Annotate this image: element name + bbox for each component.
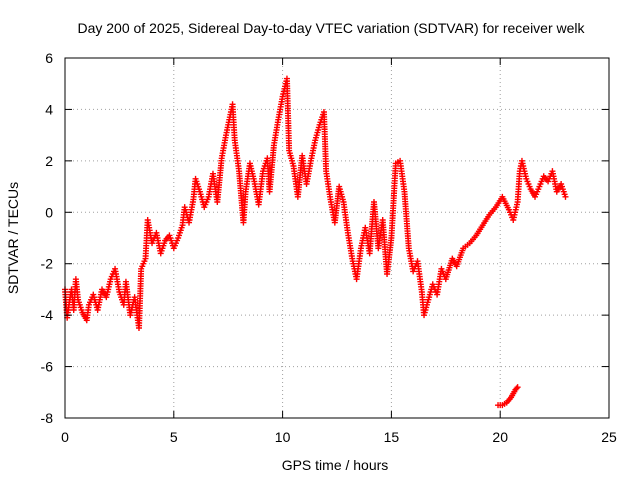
chart-title: Day 200 of 2025, Sidereal Day-to-day VTE… bbox=[77, 20, 585, 36]
x-axis-label: GPS time / hours bbox=[282, 457, 389, 473]
y-tick-label: 6 bbox=[45, 50, 53, 66]
axis-ticks: 0 5 10 15 20 25 -8 -6 -4 -2 0 2 4 6 bbox=[41, 50, 617, 445]
plot-frame bbox=[64, 57, 610, 419]
y-tick-label: -8 bbox=[41, 410, 54, 426]
y-tick-label: -4 bbox=[41, 307, 54, 323]
x-tick-label: 10 bbox=[275, 429, 291, 445]
y-tick-label: -2 bbox=[41, 256, 54, 272]
x-tick-label: 25 bbox=[601, 429, 617, 445]
y-tick-label: 0 bbox=[45, 204, 53, 220]
x-tick-label: 15 bbox=[384, 429, 400, 445]
data-points bbox=[62, 75, 569, 409]
y-tick-label: -6 bbox=[41, 359, 54, 375]
x-tick-label: 20 bbox=[492, 429, 508, 445]
y-axis-label: SDTVAR / TECUs bbox=[5, 182, 21, 294]
data-point bbox=[514, 384, 521, 391]
y-tick-label: 4 bbox=[45, 101, 53, 117]
y-tick-label: 2 bbox=[45, 153, 53, 169]
x-tick-label: 0 bbox=[61, 429, 69, 445]
x-tick-label: 5 bbox=[170, 429, 178, 445]
data-point bbox=[513, 385, 520, 392]
data-point bbox=[562, 193, 569, 200]
